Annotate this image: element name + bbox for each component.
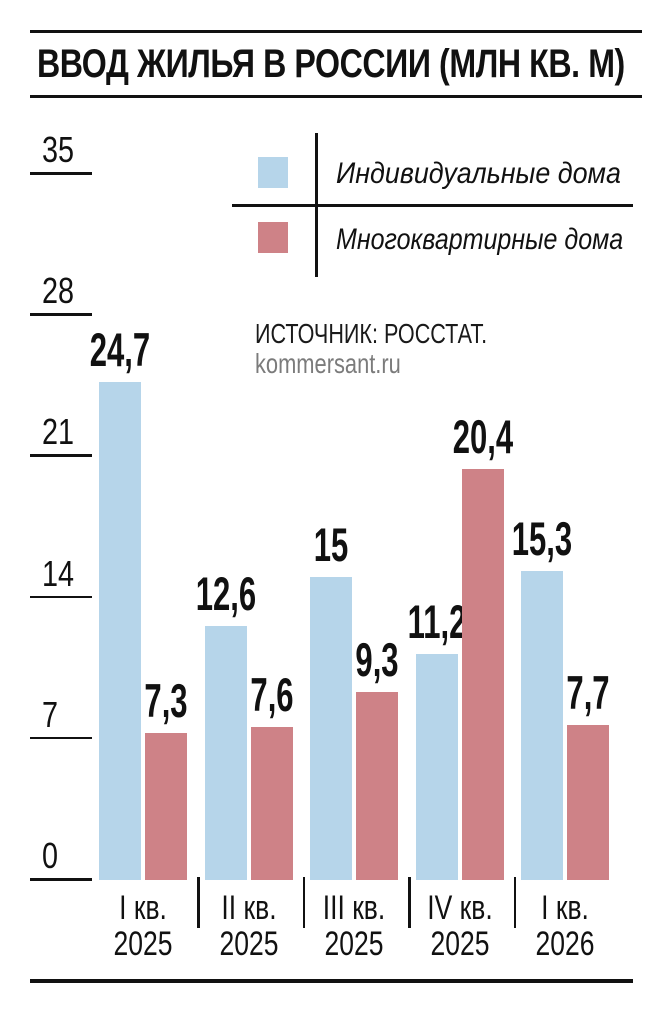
bar-value-label: 12,6 [195, 567, 256, 620]
x-category-label: IV кв. 2025 [395, 890, 525, 962]
title-rule [30, 95, 642, 98]
bar-apartment [356, 692, 398, 880]
y-tick-label: 21 [42, 411, 75, 453]
x-category-line1: I кв. [119, 889, 167, 927]
group-divider [197, 877, 200, 928]
group-divider [408, 877, 411, 928]
y-tick-label: 0 [42, 835, 59, 876]
bar-individual [521, 571, 563, 880]
bar-apartment [145, 733, 187, 880]
bar-value-label: 15 [313, 518, 349, 571]
bar-individual [204, 626, 247, 880]
x-category-line2: 2025 [324, 925, 384, 963]
y-tick-label: 35 [42, 129, 75, 171]
y-tick-line [30, 454, 92, 457]
bar-value-label: 15,3 [511, 512, 573, 565]
x-category-label: III кв. 2025 [289, 890, 419, 962]
y-tick-label: 28 [42, 270, 75, 312]
legend-swatch-apartment [258, 222, 288, 253]
x-category-line1: III кв. [322, 889, 386, 927]
y-tick-label: 14 [42, 552, 75, 594]
y-tick-line [30, 313, 92, 316]
legend-horizontal-divider [232, 204, 633, 207]
x-category-line2: 2025 [429, 925, 489, 963]
y-tick-line [30, 736, 92, 740]
x-category-line1: IV кв. [426, 889, 493, 927]
x-category-line1: II кв. [220, 889, 277, 927]
legend-label-apartment: Многоквартирные дома [336, 223, 624, 256]
y-tick-line [30, 172, 92, 175]
x-category-label: II кв. 2025 [184, 890, 314, 962]
x-category-line2: 2026 [535, 925, 595, 963]
top-rule [30, 30, 642, 33]
x-category-line1: I кв. [541, 889, 589, 927]
bottom-rule [30, 979, 633, 983]
bar-value-label: 24,7 [89, 323, 151, 376]
legend-swatch-individual [258, 157, 288, 188]
x-category-line2: 2025 [218, 925, 278, 963]
bar-value-label: 9,3 [355, 633, 399, 686]
bar-value-label: 7,7 [566, 666, 610, 719]
bar-value-label: 7,6 [249, 668, 294, 721]
bar-apartment [567, 725, 609, 880]
x-category-label: I кв. 2025 [78, 890, 208, 962]
bar-apartment [250, 727, 293, 880]
source-text: ИСТОЧНИК: РОССТАТ. [255, 318, 488, 349]
page-title: ВВОД ЖИЛЬЯ В РОССИИ (МЛН КВ. М) [37, 42, 625, 86]
x-category-line2: 2025 [113, 925, 173, 963]
y-tick-label: 7 [42, 693, 59, 735]
x-category-label: I кв. 2026 [500, 890, 630, 962]
bar-value-label: 20,4 [452, 410, 513, 463]
source-url: kommersant.ru [255, 348, 401, 379]
y-tick-line [30, 878, 92, 881]
bar-apartment [461, 469, 504, 880]
bar-individual [99, 382, 141, 880]
bar-individual [310, 577, 352, 880]
group-divider [513, 877, 516, 928]
legend-label-individual: Индивидуальные дома [336, 157, 621, 190]
y-tick-line [30, 595, 92, 599]
bar-value-label: 7,3 [144, 674, 188, 727]
bar-value-label: 11,2 [407, 595, 466, 648]
bar-individual [415, 654, 458, 880]
group-divider [302, 877, 305, 928]
